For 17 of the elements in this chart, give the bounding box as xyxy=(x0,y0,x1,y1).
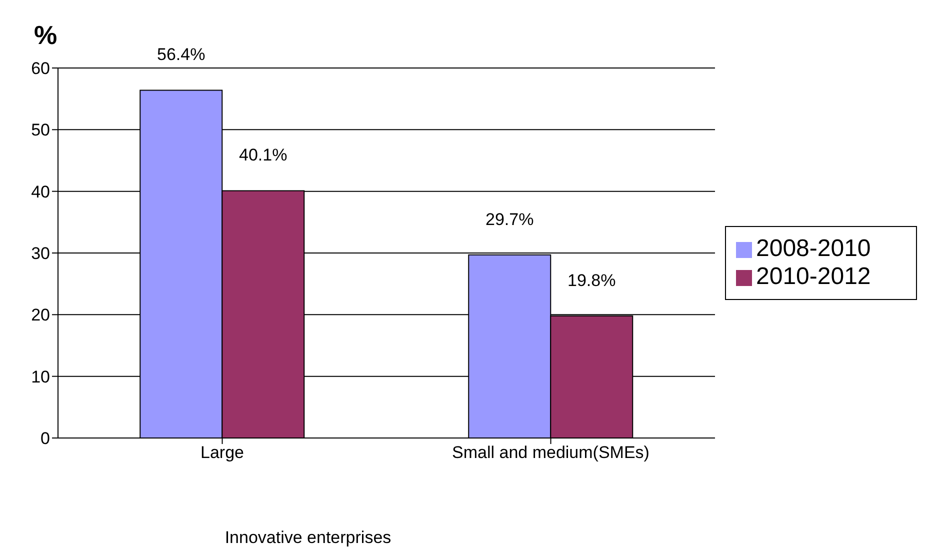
y-tick-label: 30 xyxy=(31,244,50,264)
y-axis-title: % xyxy=(34,20,58,51)
y-tick-label: 0 xyxy=(40,429,50,448)
data-label: 19.8% xyxy=(568,270,616,290)
data-label: 29.7% xyxy=(486,210,534,229)
legend-label: 2008-2010 xyxy=(756,235,871,262)
x-axis-title: Innovative enterprises xyxy=(224,528,392,548)
data-label: 56.4% xyxy=(157,45,206,64)
y-tick-label: 60 xyxy=(31,59,50,78)
data-label: 40.1% xyxy=(239,146,288,165)
y-tick-label: 40 xyxy=(31,182,50,202)
y-tick-label: 20 xyxy=(31,306,50,325)
x-tick-label: Small and medium(SMEs) xyxy=(452,443,650,462)
y-tick-label: 50 xyxy=(31,120,50,140)
y-tick-label: 10 xyxy=(31,367,50,386)
legend-label: 2010-2012 xyxy=(756,263,871,290)
x-tick-label: Large xyxy=(200,443,244,462)
